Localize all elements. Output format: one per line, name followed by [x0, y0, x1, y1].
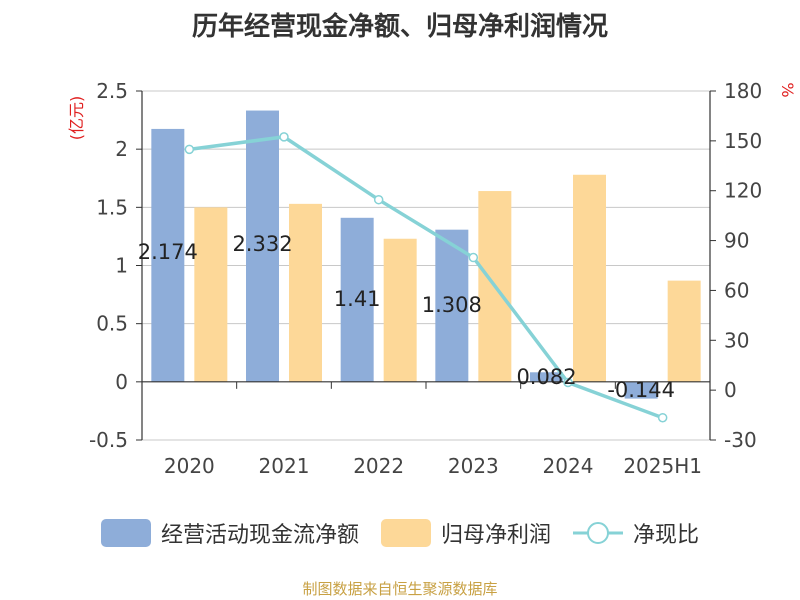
left-tick-label: 1.5 — [96, 195, 128, 219]
legend-item-profit[interactable]: 归母净利润 — [380, 517, 551, 549]
bar-cashflow — [151, 128, 185, 382]
left-tick-label: 0 — [115, 370, 128, 394]
x-tick-label: 2024 — [543, 454, 594, 478]
left-tick-label: -0.5 — [89, 428, 128, 452]
bar-cashflow — [530, 372, 563, 382]
right-tick-label: 90 — [724, 229, 749, 253]
bar-profit — [383, 238, 417, 382]
ratio-line-path — [189, 135, 664, 420]
right-tick-label: 180 — [724, 79, 762, 103]
x-tick-label: 2023 — [448, 454, 499, 478]
legend-label-profit: 归母净利润 — [440, 523, 551, 548]
legend-swatch-profit — [380, 519, 431, 547]
gridlines — [142, 90, 710, 441]
cashflow-data-label: 1.41 — [334, 287, 381, 311]
left-tick-label: 2 — [115, 137, 128, 161]
bar-cashflow — [624, 381, 658, 399]
chart-title: 历年经营现金净额、归母净利润情况 — [191, 12, 608, 42]
bar-profit — [667, 280, 701, 382]
cashflow-data-label: 0.082 — [516, 365, 576, 389]
left-axis-unit: (亿元) — [67, 96, 86, 141]
bars — [151, 110, 701, 399]
left-tick-label: 0.5 — [96, 312, 128, 336]
right-tick-label: 30 — [724, 328, 749, 352]
cashflow-data-label: 2.174 — [138, 240, 198, 264]
axes: 2.5 2 1.5 1 0.5 0 -0.5 180 150 120 90 60 30 0 -30 (亿元)%… — [67, 79, 797, 478]
right-tick-label: 0 — [724, 378, 737, 402]
bar-profit — [289, 203, 322, 382]
ratio-point — [279, 132, 289, 142]
right-tick-label: 150 — [724, 129, 762, 153]
bar-cashflow — [435, 229, 469, 382]
ratio-point — [468, 252, 479, 263]
right-axis-unit: % — [778, 82, 797, 97]
legend-swatch-cashflow — [100, 519, 151, 547]
ratio-point — [563, 377, 573, 388]
ratio-point — [184, 144, 195, 155]
x-tick-label: 2022 — [353, 454, 404, 478]
right-tick-label: 60 — [724, 278, 749, 302]
legend-label-ratio: 净现比 — [633, 523, 700, 548]
cashflow-data-label: -0.144 — [607, 378, 675, 402]
ratio-line — [184, 132, 668, 423]
right-tick-label: -30 — [724, 428, 757, 452]
legend-line-marker-icon — [573, 522, 623, 544]
left-tick-label: 2.5 — [96, 79, 128, 103]
x-tick-label: 2025H1 — [623, 454, 702, 478]
legend: 经营活动现金流净额 归母净利润 净现比 — [0, 517, 800, 549]
ratio-point — [657, 412, 668, 423]
right-tick-label: 120 — [724, 179, 762, 203]
x-tick-label: 2021 — [259, 454, 310, 478]
legend-label-cashflow: 经营活动现金流净额 — [160, 523, 359, 548]
bar-cashflow — [340, 217, 374, 382]
data-labels: 2.174 2.332 1.41 1.308 0.082 -0.144 — [138, 232, 675, 402]
cashflow-data-label: 2.332 — [232, 232, 292, 256]
source-note: 制图数据来自恒生聚源数据库 — [302, 580, 498, 598]
bar-profit — [573, 174, 606, 382]
cashflow-data-label: 1.308 — [422, 293, 482, 317]
x-tick-label: 2020 — [164, 454, 215, 478]
bar-cashflow — [246, 110, 279, 382]
left-tick-label: 1 — [115, 254, 128, 278]
legend-item-cashflow[interactable]: 经营活动现金流净额 — [100, 517, 359, 549]
legend-item-ratio[interactable]: 净现比 — [573, 517, 699, 549]
bar-profit — [194, 207, 228, 382]
ratio-point — [373, 194, 384, 205]
